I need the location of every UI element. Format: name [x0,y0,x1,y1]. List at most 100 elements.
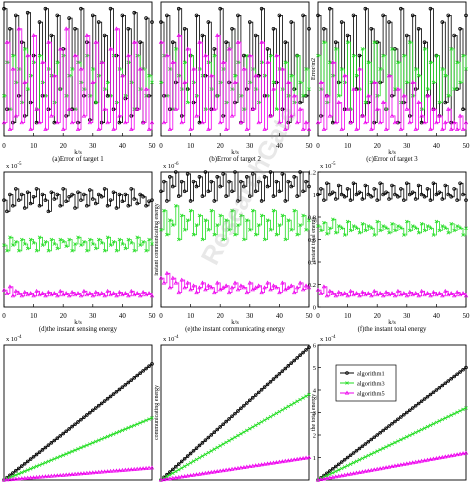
x-tick-label: 20 [217,142,225,150]
data-point-3-13 [40,291,45,296]
data-point-1-30 [404,410,409,415]
data-point-2-18 [55,455,60,460]
legend-marker-3 [344,390,350,395]
data-point-3-25 [232,280,238,285]
data-point-3-50 [306,126,312,131]
data-point-3-14 [357,66,362,71]
data-point-3-2 [164,476,170,481]
data-point-1-27 [396,417,400,422]
data-point-2-37 [425,424,430,429]
data-point-1-10 [188,451,193,456]
data-point-3-34 [102,469,107,474]
data-point-3-40 [120,467,125,472]
data-point-1-17 [52,438,57,443]
data-point-3-3 [167,126,173,131]
data-point-3-35 [419,113,424,118]
data-point-1-11 [34,187,39,191]
data-point-2-44 [289,402,294,407]
data-point-3-37 [268,113,273,118]
data-point-2-23 [70,449,74,454]
data-point-3-48 [143,292,149,297]
data-point-3-44 [132,39,137,44]
data-point-1-31 [250,172,255,176]
data-point-3-41 [280,459,285,464]
data-point-2-40 [434,219,439,224]
data-point-1-22 [67,427,71,431]
data-point-2-42 [440,224,445,228]
data-point-2-12 [37,463,42,467]
data-point-2-29 [402,233,406,237]
data-point-3-44 [289,113,294,118]
data-point-1-30 [248,20,252,24]
data-point-1-47 [298,100,302,105]
data-point-1-6 [176,194,181,198]
data-point-1-18 [369,437,374,442]
data-point-3-29 [401,291,407,296]
data-point-2-39 [117,237,122,242]
data-point-3-12 [351,471,356,476]
data-point-1-38 [428,6,433,11]
data-point-2-10 [345,40,350,44]
data-point-1-39 [117,192,122,197]
data-point-1-42 [126,203,131,208]
data-point-1-10 [188,199,193,203]
data-point-3-23 [69,120,75,125]
data-point-1-45 [292,358,297,363]
data-point-3-34 [259,462,264,467]
data-point-3-41 [437,455,442,460]
data-point-2-31 [93,100,98,105]
data-point-3-39 [431,289,436,294]
data-point-3-38 [428,457,433,462]
data-point-2-35 [105,235,110,240]
data-point-3-7 [22,475,27,480]
data-point-1-16 [49,441,54,445]
data-point-1-34 [259,6,264,11]
data-point-3-11 [191,66,196,71]
data-point-3-31 [250,106,255,111]
data-point-1-25 [390,183,394,188]
data-point-2-20 [218,213,222,218]
data-point-2-4 [328,60,332,65]
data-point-1-43 [443,100,448,105]
data-point-2-50 [307,87,311,91]
data-point-2-48 [144,418,148,423]
data-point-2-46 [295,53,299,58]
data-point-3-38 [428,126,433,131]
data-point-2-50 [150,416,154,420]
data-point-1-37 [425,394,430,399]
data-point-2-26 [236,223,240,227]
data-point-1-24 [73,26,77,31]
panel-caption: (e)the instant communicating energy [185,326,285,333]
data-point-1-38 [271,26,276,31]
data-point-2-46 [138,243,142,247]
data-point-1-31 [407,408,412,413]
data-point-1-25 [76,420,80,424]
data-point-1-48 [301,189,305,194]
data-point-3-26 [235,39,241,44]
data-point-1-36 [108,394,113,399]
data-point-2-47 [455,224,459,228]
y-axis-label: instant communicating energy [154,203,160,276]
data-point-1-6 [333,464,338,469]
data-point-3-36 [422,458,427,463]
data-point-3-37 [425,457,430,462]
data-point-1-45 [292,175,297,179]
data-point-2-20 [61,239,65,244]
data-point-3-29 [87,291,93,296]
data-point-1-32 [96,20,101,24]
data-point-1-31 [250,395,255,400]
data-point-3-32 [253,463,258,468]
data-point-2-30 [405,80,409,85]
data-point-2-37 [268,414,273,419]
data-point-1-23 [384,426,388,431]
data-point-2-10 [31,465,36,470]
data-point-2-2 [165,232,169,237]
data-point-3-43 [129,126,134,131]
data-point-2-13 [354,226,359,231]
data-point-2-49 [147,237,151,242]
data-point-3-0 [1,120,7,125]
data-point-2-21 [378,228,382,233]
data-point-3-5 [16,26,21,31]
data-point-3-41 [437,113,442,118]
data-point-3-35 [105,288,110,293]
